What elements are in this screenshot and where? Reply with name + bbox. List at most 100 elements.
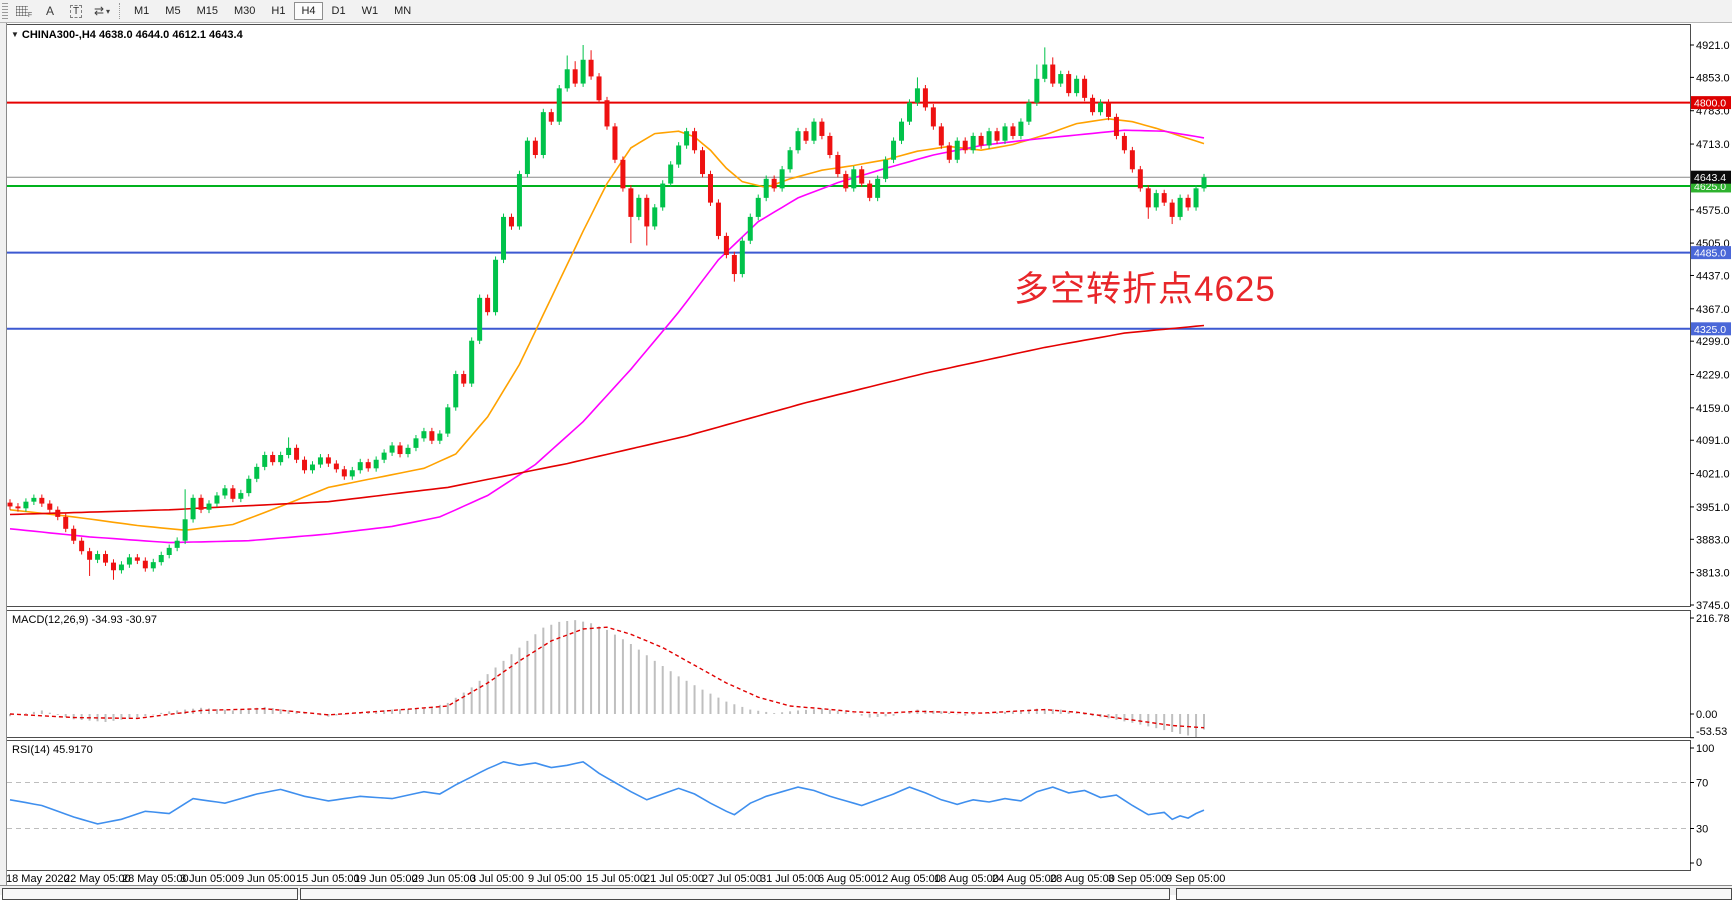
candle-body xyxy=(110,562,116,571)
candle-body xyxy=(71,528,77,541)
ma-fast-orange xyxy=(9,117,1205,532)
x-axis-label: 3 Jun 05:00 xyxy=(180,873,238,885)
y-axis-label: 4853.0 xyxy=(1696,72,1730,84)
candle-body xyxy=(731,255,737,275)
candle-body xyxy=(739,240,745,275)
candle-body xyxy=(524,140,530,175)
timeframe-group: M1 M5 M15 M30 H1 H4 D1 W1 MN xyxy=(126,2,419,20)
candle-body xyxy=(604,100,610,127)
current-price-badge-label: 4643.4 xyxy=(1694,172,1726,184)
candle-body xyxy=(899,121,905,141)
y-axis-label: 4229.0 xyxy=(1696,370,1730,382)
candle-body xyxy=(485,297,491,313)
candle-body xyxy=(986,131,992,146)
candle-body xyxy=(214,495,220,504)
candle-body xyxy=(1026,102,1032,122)
x-axis-label: 21 Jul 05:00 xyxy=(644,873,704,885)
candle-body xyxy=(341,469,347,477)
cursor-arrows-button[interactable]: ⇄ ▾ xyxy=(90,1,114,21)
candle-body xyxy=(978,135,984,146)
timeframe-button-mn[interactable]: MN xyxy=(394,5,412,17)
candle-body xyxy=(453,374,459,408)
candle-body xyxy=(79,540,85,552)
macd-name: MACD(12,26,9) xyxy=(12,614,89,626)
candle-body xyxy=(548,112,554,122)
candle-body xyxy=(1002,126,1008,141)
candle-body xyxy=(1058,74,1064,84)
candle-body xyxy=(246,478,252,494)
chart-tab[interactable] xyxy=(1176,888,1732,900)
timeframe-button-m5[interactable]: M5 xyxy=(165,5,181,17)
timeframe-button-w1[interactable]: W1 xyxy=(361,5,379,17)
top-toolbar: F A T ⇄ ▾ M1 M5 M15 M30 H1 H4 D1 W1 MN xyxy=(0,0,1732,23)
timeframe-button-h4[interactable]: H4 xyxy=(294,2,323,20)
grid-snap-icon[interactable]: F xyxy=(12,1,36,21)
macd-value-signal: -30.97 xyxy=(125,614,157,626)
candle-body xyxy=(47,503,53,510)
candle-body xyxy=(636,197,642,217)
candle-body xyxy=(182,519,188,541)
y-axis-label: 4367.0 xyxy=(1696,304,1730,316)
chart-tab[interactable] xyxy=(300,888,1170,900)
candle-body xyxy=(1042,64,1048,79)
candle-body xyxy=(309,464,315,471)
candle-body xyxy=(771,178,777,189)
candle-body xyxy=(747,216,753,241)
chart-tabs-strip xyxy=(0,885,1732,900)
candle-body xyxy=(994,131,1000,141)
timeframe-button-d1[interactable]: D1 xyxy=(331,5,346,17)
timeframe-button-h1[interactable]: H1 xyxy=(271,5,286,17)
candle-body xyxy=(684,131,690,146)
toolbar-drag-handle[interactable] xyxy=(2,3,8,19)
candle-body xyxy=(397,445,403,455)
symbol-ohlc-text: CHINA300-,H4 4638.0 4644.0 4612.1 4643.4 xyxy=(21,29,243,41)
candle-body xyxy=(39,497,45,504)
macd-indicator-label: MACD(12,26,9) -34.93 -30.97 xyxy=(12,614,157,626)
text-label-icon-button[interactable]: T xyxy=(64,1,88,21)
symbol-dropdown-triangle-icon[interactable]: ▼ xyxy=(11,30,19,39)
macd-signal-line xyxy=(9,626,1205,729)
candle-body xyxy=(461,374,467,384)
candle-body xyxy=(389,445,395,453)
candle-body xyxy=(206,503,212,510)
x-axis-label: 18 May 2020 xyxy=(6,873,70,885)
candle-body xyxy=(317,457,323,465)
candle-body xyxy=(103,554,109,563)
candle-body xyxy=(811,121,817,141)
timeframe-button-m1[interactable]: M1 xyxy=(134,5,150,17)
candle-body xyxy=(970,135,976,151)
candle-body xyxy=(501,216,507,260)
x-axis-label: 3 Jul 05:00 xyxy=(470,873,524,885)
candle-body xyxy=(286,447,292,455)
x-axis-label: 19 Jun 05:00 xyxy=(354,873,418,885)
timeframe-button-m15[interactable]: M15 xyxy=(196,5,218,17)
x-axis-label: 9 Sep 05:00 xyxy=(1166,873,1225,885)
font-icon: A xyxy=(45,4,54,18)
candle-body xyxy=(723,235,729,255)
y-axis-label: 4921.0 xyxy=(1696,40,1730,52)
font-icon-button[interactable]: A xyxy=(38,1,62,21)
x-axis-label: 24 Aug 05:00 xyxy=(992,873,1057,885)
candle-body xyxy=(230,488,236,499)
chart-tab[interactable] xyxy=(2,888,298,900)
candle-body xyxy=(628,188,634,217)
current-price-badge xyxy=(1691,170,1731,184)
level-4325.0-badge xyxy=(1691,322,1731,336)
candle-body xyxy=(1090,97,1096,113)
candle-body xyxy=(429,431,435,441)
level-4325.0-badge-label: 4325.0 xyxy=(1694,324,1726,336)
x-axis-label: 28 May 05:00 xyxy=(122,873,189,885)
y-axis-label: 4713.0 xyxy=(1696,139,1730,151)
candle-body xyxy=(612,126,618,160)
candle-body xyxy=(365,462,371,469)
timeframe-button-m30[interactable]: M30 xyxy=(233,5,256,17)
candle-body xyxy=(652,207,658,227)
candle-body xyxy=(867,183,873,198)
x-axis-label: 27 Jul 05:00 xyxy=(702,873,762,885)
candle-body xyxy=(1105,102,1111,117)
level-4485.0-badge xyxy=(1691,246,1731,260)
candle-body xyxy=(270,455,276,463)
symbol-ohlc-label: ▼ CHINA300-,H4 4638.0 4644.0 4612.1 4643.… xyxy=(11,29,243,41)
candle-body xyxy=(1074,78,1080,94)
